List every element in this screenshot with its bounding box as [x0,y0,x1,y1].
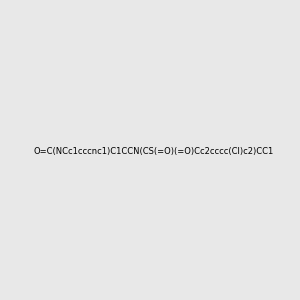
Text: O=C(NCc1cccnc1)C1CCN(CS(=O)(=O)Cc2cccc(Cl)c2)CC1: O=C(NCc1cccnc1)C1CCN(CS(=O)(=O)Cc2cccc(C… [34,147,274,156]
